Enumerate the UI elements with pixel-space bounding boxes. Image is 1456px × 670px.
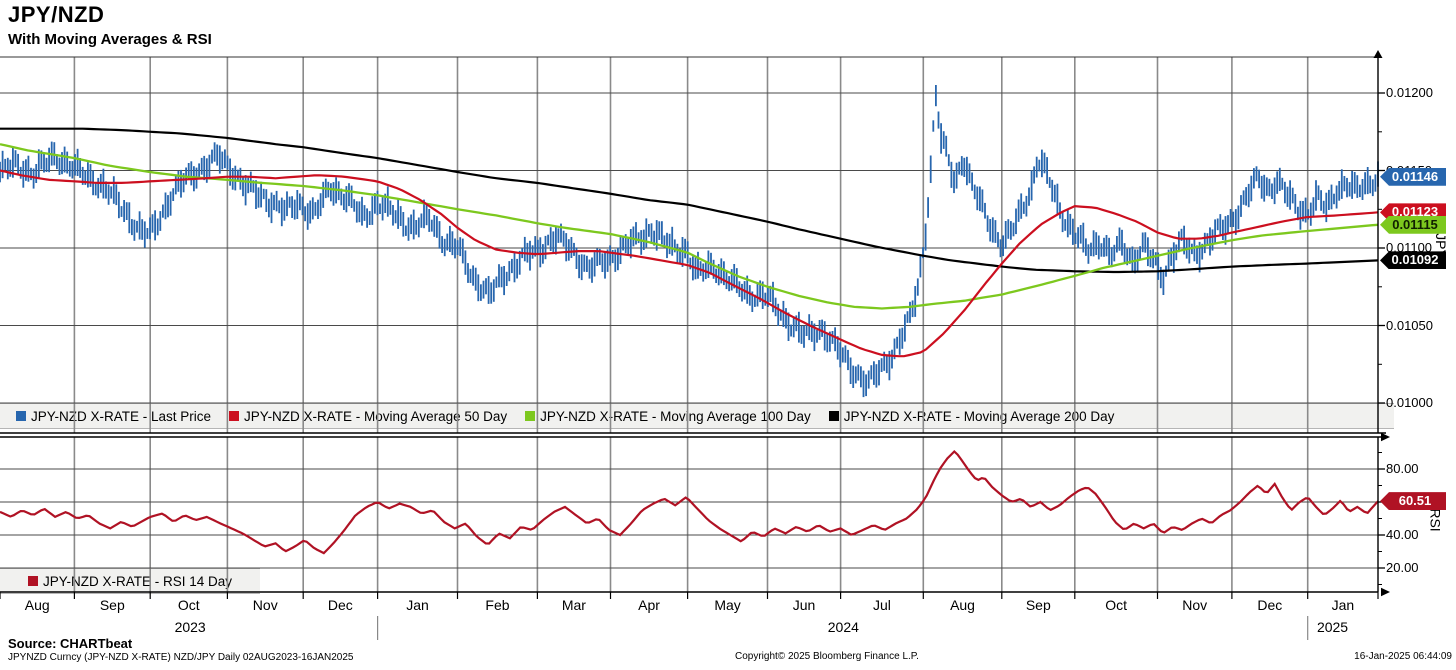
month-label-sep-13: Sep <box>1025 597 1051 613</box>
price-axis-tick-label: 0.01100 <box>1386 240 1433 255</box>
month-label-oct-14: Oct <box>1105 597 1128 613</box>
rsi-axis-tick-label: 80.00 <box>1386 461 1419 476</box>
ma50-swatch-icon <box>229 411 240 421</box>
year-label-2024: 2024 <box>827 619 859 635</box>
month-label-aug-12: Aug <box>950 597 975 613</box>
month-label-dec-4: Dec <box>327 597 353 613</box>
rsi-legend-strip: JPY-NZD X-RATE - RSI 14 Day <box>0 568 260 594</box>
source-text: Source: CHARTbeat <box>8 636 133 651</box>
month-label-jul-11: Jul <box>872 597 891 613</box>
copyright-text: Copyright© 2025 Bloomberg Finance L.P. <box>735 651 919 662</box>
legend-label: JPY-NZD X-RATE - Moving Average 200 Day <box>843 408 1115 424</box>
month-label-aug-0: Aug <box>24 597 50 613</box>
month-label-apr-8: Apr <box>638 597 660 613</box>
page-title: JPY/NZD <box>8 2 105 27</box>
ma50-line <box>0 169 1379 358</box>
month-label-jun-10: Jun <box>792 597 816 613</box>
legend-item-ma50: JPY-NZD X-RATE - Moving Average 50 Day <box>229 409 507 424</box>
rsi-axis-title: RSI <box>1427 508 1444 532</box>
price-axis-tick-label: 0.01000 <box>1386 395 1433 410</box>
ma200-badge: 0.01092 <box>1380 251 1446 270</box>
month-label-jan-17: Jan <box>1331 597 1355 613</box>
ma100-badge: 0.01115 <box>1380 215 1446 234</box>
month-label-sep-1: Sep <box>99 597 125 613</box>
last-price-bars <box>0 85 1379 398</box>
last_price-badge: 0.01146 <box>1380 167 1446 186</box>
year-label-2023: 2023 <box>174 619 206 635</box>
month-label-feb-6: Feb <box>485 597 510 613</box>
legend-label: JPY-NZD X-RATE - RSI 14 Day <box>43 573 233 589</box>
rsi-swatch-icon <box>28 576 38 586</box>
last_price-swatch-icon <box>16 411 26 421</box>
rsi-axis-tick-label: 40.00 <box>1386 527 1419 542</box>
rsi-badge: 60.51 <box>1380 492 1446 511</box>
legend-item-rsi: JPY-NZD X-RATE - RSI 14 Day <box>28 574 232 589</box>
page-subtitle: With Moving Averages & RSI <box>8 31 212 48</box>
price-axis-tick-label: 0.01050 <box>1386 317 1433 333</box>
rsi-axis-tick-label: 20.00 <box>1386 560 1419 575</box>
instrument-text: JPYNZD Curncy (JPY-NZD X-RATE) NZD/JPY D… <box>8 652 354 663</box>
legend-label: JPY-NZD X-RATE - Moving Average 100 Day <box>540 408 811 424</box>
legend-label: JPY-NZD X-RATE - Moving Average 50 Day <box>244 408 508 424</box>
rsi-line <box>0 449 1379 555</box>
legend-item-ma100: JPY-NZD X-RATE - Moving Average 100 Day <box>525 409 811 424</box>
month-label-jan-5: Jan <box>406 597 429 613</box>
month-label-oct-2: Oct <box>177 597 200 613</box>
year-label-2025: 2025 <box>1316 619 1349 635</box>
legend-item-ma200: JPY-NZD X-RATE - Moving Average 200 Day <box>828 408 1115 424</box>
price-legend-strip: JPY-NZD X-RATE - Last Price JPY-NZD X-RAT… <box>0 403 1394 429</box>
ma200-swatch-icon <box>828 411 839 421</box>
timestamp-text: 16-Jan-2025 06:44:09 <box>1354 651 1452 662</box>
month-label-nov-3: Nov <box>252 597 278 613</box>
legend-item-last_price: JPY-NZD X-RATE - Last Price <box>16 409 211 424</box>
ma200-line <box>0 127 1379 274</box>
month-label-mar-7: Mar <box>561 597 586 613</box>
ma100-swatch-icon <box>525 411 536 421</box>
ma100-line <box>0 143 1379 310</box>
month-label-may-9: May <box>714 597 741 613</box>
month-label-dec-16: Dec <box>1257 597 1283 613</box>
price-axis-tick-label: 0.01200 <box>1386 85 1433 100</box>
legend-label: JPY-NZD X-RATE - Last Price <box>31 408 212 424</box>
month-label-nov-15: Nov <box>1182 597 1208 613</box>
